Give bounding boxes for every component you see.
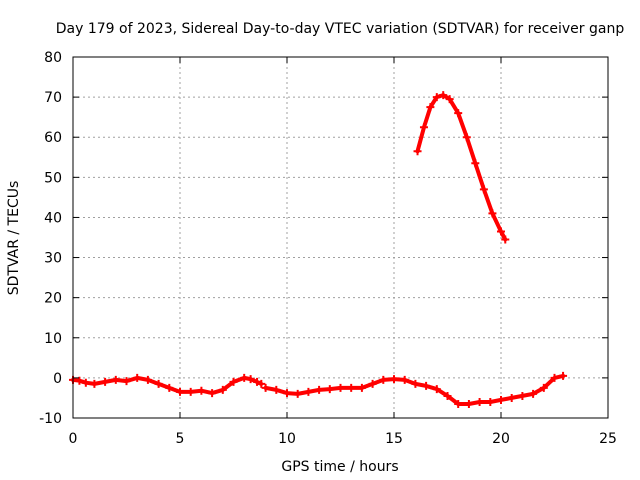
- y-tick-label: 10: [44, 331, 62, 347]
- data-point: [272, 385, 281, 394]
- x-axis-label: GPS time / hours: [281, 459, 398, 475]
- data-point: [368, 379, 377, 388]
- data-point: [422, 381, 431, 390]
- data-point: [283, 389, 291, 398]
- y-tick-label: 60: [44, 130, 62, 146]
- data-point: [529, 389, 538, 398]
- data-point: [122, 377, 131, 386]
- data-point: [479, 185, 488, 194]
- data-point: [257, 379, 266, 388]
- data-point: [379, 375, 388, 384]
- y-tick-label: 0: [53, 371, 62, 387]
- data-point: [176, 387, 184, 396]
- data-point: [432, 93, 441, 102]
- x-tick-label: 25: [599, 431, 617, 447]
- y-tick-label: 40: [44, 210, 62, 226]
- series-layer: [69, 91, 568, 408]
- data-point: [218, 385, 227, 394]
- data-point: [253, 377, 262, 386]
- data-point: [240, 373, 249, 382]
- data-point: [462, 133, 471, 142]
- data-point: [445, 95, 454, 104]
- y-tick-label: 30: [44, 251, 62, 267]
- data-point: [518, 391, 527, 400]
- data-point: [454, 399, 463, 408]
- y-tick-label: 20: [44, 291, 62, 307]
- y-tick-label: -10: [39, 411, 62, 427]
- series-line-3: [415, 93, 508, 242]
- y-tick-label: 50: [44, 170, 62, 186]
- data-point: [475, 397, 484, 406]
- data-point: [539, 383, 548, 392]
- data-point: [559, 371, 568, 380]
- data-point: [432, 385, 441, 394]
- data-point: [133, 373, 142, 382]
- x-tick-label: 0: [69, 431, 78, 447]
- y-axis-label: SDTVAR / TECUs: [6, 181, 22, 296]
- y-tick-label: 80: [44, 50, 62, 66]
- data-point: [336, 383, 345, 392]
- data-point: [75, 376, 84, 385]
- data-point: [261, 383, 270, 392]
- data-point: [165, 383, 174, 392]
- data-point: [208, 389, 217, 398]
- data-point: [550, 373, 559, 382]
- data-point: [347, 383, 356, 392]
- data-point: [488, 209, 497, 218]
- x-tick-label: 20: [492, 431, 510, 447]
- data-point: [197, 386, 206, 395]
- data-point: [143, 375, 152, 384]
- grid-layer: [73, 57, 608, 418]
- data-point: [357, 383, 366, 392]
- data-point: [81, 378, 90, 387]
- data-point: [390, 375, 398, 384]
- data-point: [154, 379, 163, 388]
- data-point: [246, 375, 255, 384]
- data-point: [293, 389, 302, 398]
- tick-layer: -10 0 10 20 30 40 50 60 70 80 0 5 10 15 20 25: [39, 50, 617, 447]
- data-point: [101, 377, 110, 386]
- data-point: [325, 385, 334, 394]
- x-tick-label: 15: [385, 431, 403, 447]
- data-point: [304, 387, 313, 396]
- data-point: [315, 385, 324, 394]
- plot-frame: [72, 56, 609, 419]
- data-point: [443, 391, 452, 400]
- data-point: [497, 227, 505, 236]
- data-point: [419, 123, 428, 132]
- data-point: [426, 103, 435, 112]
- data-point: [497, 395, 505, 404]
- data-point: [464, 399, 473, 408]
- data-point: [471, 159, 480, 168]
- data-point: [486, 397, 495, 406]
- chart-title: Day 179 of 2023, Sidereal Day-to-day VTE…: [56, 21, 625, 37]
- series-line-2: [263, 373, 566, 406]
- data-point: [229, 377, 238, 386]
- data-point: [454, 109, 463, 118]
- data-point: [90, 379, 99, 388]
- y-tick-label: 70: [44, 90, 62, 106]
- data-point: [400, 375, 409, 384]
- data-point: [507, 393, 516, 402]
- data-point: [501, 235, 510, 244]
- x-tick-label: 5: [176, 431, 185, 447]
- data-point: [111, 375, 120, 384]
- data-point: [439, 91, 448, 100]
- x-tick-label: 10: [278, 431, 296, 447]
- data-point: [186, 387, 195, 396]
- data-point: [413, 147, 422, 156]
- data-point: [411, 379, 420, 388]
